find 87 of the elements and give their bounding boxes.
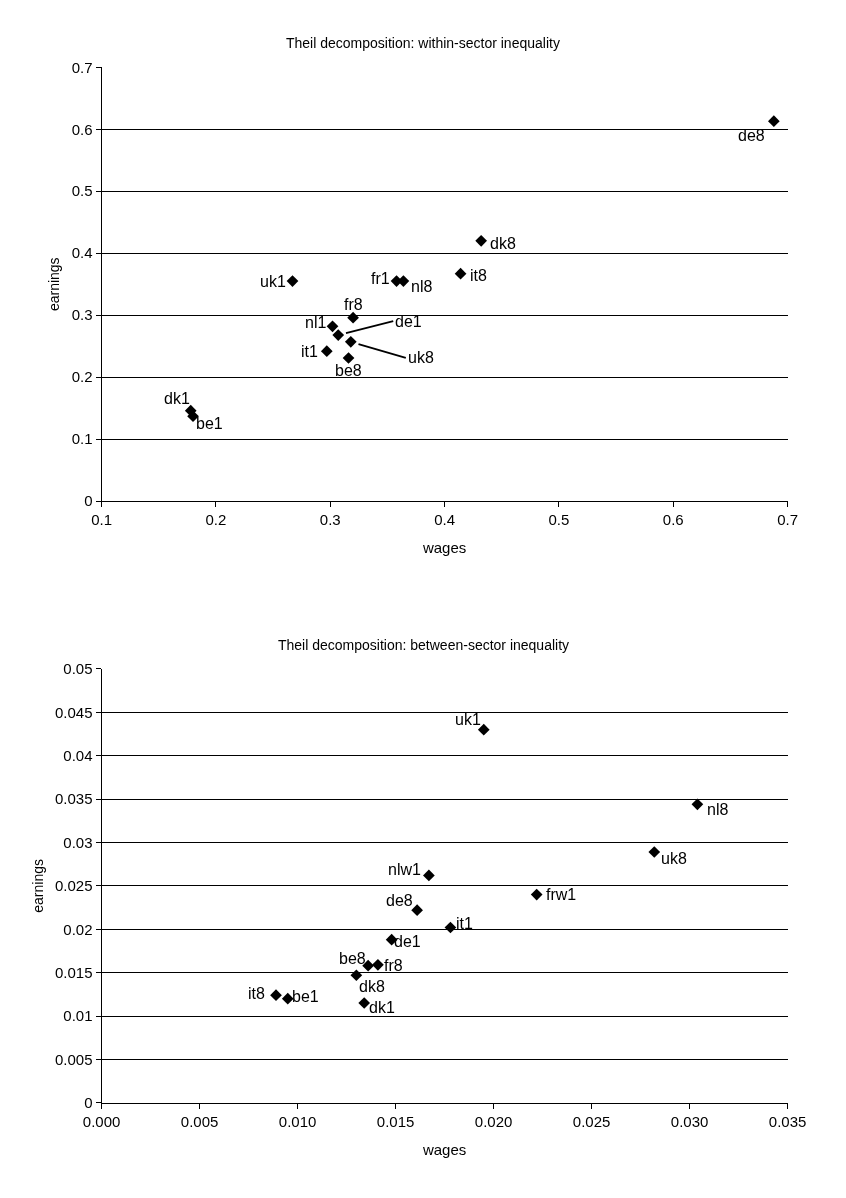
point (270, 989, 282, 1002)
x-axis-title: wages (421, 539, 467, 557)
y-axis-title: earnings (29, 859, 46, 913)
x-tick-label: 0.015 (376, 1112, 415, 1130)
x-tick-label: 0.010 (278, 1112, 317, 1130)
x-tick-label: 0.7 (777, 511, 798, 529)
y-tick-label: 0.1 (71, 430, 93, 448)
annotation: uk8 (408, 349, 434, 366)
point (423, 869, 435, 882)
annotation: be8 (339, 950, 366, 967)
chart-title: Theil decomposition: within-sector inequality (286, 35, 560, 51)
point (342, 352, 355, 364)
x-tick-label: 0.030 (670, 1112, 709, 1130)
annotation: dk1 (164, 390, 190, 407)
annotation: it8 (470, 267, 487, 284)
annotation: it1 (456, 915, 473, 932)
y-tick-label: 0.3 (71, 306, 93, 324)
x-tick-label: 0.005 (180, 1112, 219, 1130)
point (411, 904, 423, 916)
annotation: nl8 (707, 801, 729, 818)
point (475, 234, 487, 247)
y-tick-label: 0.4 (71, 244, 93, 262)
point (332, 329, 345, 341)
x-tick-label: 0.6 (662, 511, 684, 529)
point (286, 275, 299, 287)
annotation: uk1 (260, 273, 286, 290)
annotation: de1 (395, 313, 422, 330)
point (326, 320, 339, 333)
annotation: be1 (196, 415, 223, 432)
annotation: it8 (248, 985, 265, 1002)
x-tick-label: 0.020 (474, 1112, 513, 1130)
y-tick-label: 0.04 (63, 746, 93, 764)
annotation: it1 (301, 343, 318, 360)
point (530, 888, 543, 901)
x-tick-label: 0.3 (319, 511, 341, 529)
y-tick-label: 0.2 (71, 368, 93, 386)
x-tick-label: 0.025 (572, 1112, 611, 1130)
x-tick-label: 0.4 (434, 511, 455, 529)
annotation: frw1 (546, 886, 577, 903)
x-tick-label: 0.5 (548, 511, 570, 529)
y-tick-label: 0 (84, 492, 93, 510)
y-tick-label: 0.025 (55, 877, 93, 895)
y-tick-label: 0.6 (71, 120, 93, 138)
annotation: uk1 (455, 711, 481, 728)
chart-title: Theil decomposition: between-sector inequality (278, 637, 570, 653)
annotation: be8 (335, 362, 362, 379)
annotation: dk8 (490, 235, 516, 252)
point (281, 992, 294, 1005)
y-tick-label: 0.015 (55, 963, 93, 981)
annotation: be1 (292, 988, 319, 1005)
annotation: nl8 (411, 278, 433, 295)
point (347, 311, 359, 324)
point (372, 958, 384, 971)
y-tick-label: 0 (84, 1094, 93, 1112)
annotation: fr8 (344, 296, 363, 313)
point (477, 723, 490, 736)
annotation: dk1 (369, 999, 395, 1016)
point (444, 921, 457, 934)
y-tick-label: 0.02 (63, 920, 93, 938)
y-tick-label: 0.035 (55, 790, 93, 808)
annotation: dk8 (359, 978, 385, 995)
y-tick-label: 0.7 (71, 58, 93, 76)
annotation: fr8 (384, 957, 403, 974)
annotation: nlw1 (388, 861, 422, 878)
y-tick-label: 0.05 (63, 660, 93, 678)
point (767, 115, 780, 128)
y-tick-label: 0.5 (71, 182, 93, 200)
x-tick-label: 0.2 (205, 511, 227, 529)
annotation: nl1 (305, 314, 327, 331)
point (691, 798, 704, 811)
x-tick-label: 0.035 (768, 1112, 807, 1130)
annotation: de1 (394, 933, 421, 950)
y-tick-label: 0.01 (63, 1007, 93, 1025)
y-axis-title: earnings (46, 257, 63, 312)
y-tick-label: 0.03 (63, 833, 93, 851)
x-axis-title: wages (421, 1140, 467, 1158)
annotation: de8 (386, 892, 413, 909)
point (344, 336, 357, 348)
point (350, 969, 363, 982)
point (648, 846, 661, 858)
annotation: fr1 (371, 270, 390, 287)
point (320, 345, 333, 358)
y-tick-label: 0.005 (55, 1050, 93, 1068)
point (454, 267, 467, 280)
x-tick-label: 0.000 (82, 1112, 121, 1130)
y-tick-label: 0.045 (55, 703, 93, 721)
annotation: uk8 (661, 850, 687, 867)
